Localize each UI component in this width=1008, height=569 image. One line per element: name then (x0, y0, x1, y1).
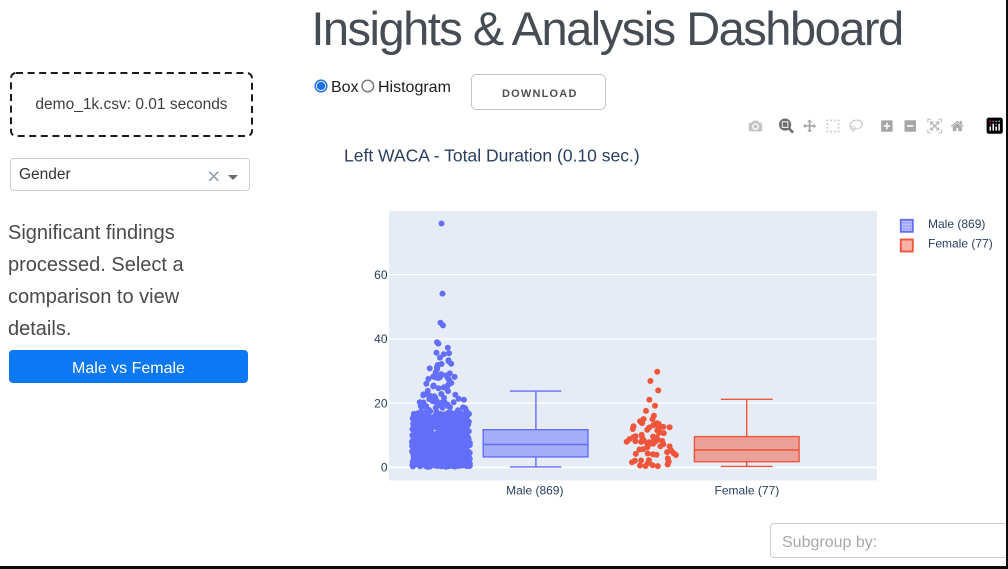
svg-text:Left WACA - Total Duration (0.: Left WACA - Total Duration (0.10 sec.) (344, 146, 640, 166)
svg-text:20: 20 (374, 396, 388, 410)
svg-text:Female (77): Female (77) (715, 484, 780, 498)
svg-text:40: 40 (374, 332, 388, 346)
svg-text:Male (869): Male (869) (928, 217, 985, 231)
svg-text:0: 0 (381, 461, 388, 475)
svg-text:Female (77): Female (77) (928, 236, 993, 250)
svg-text:60: 60 (374, 268, 388, 282)
svg-text:Male (869): Male (869) (506, 484, 563, 498)
